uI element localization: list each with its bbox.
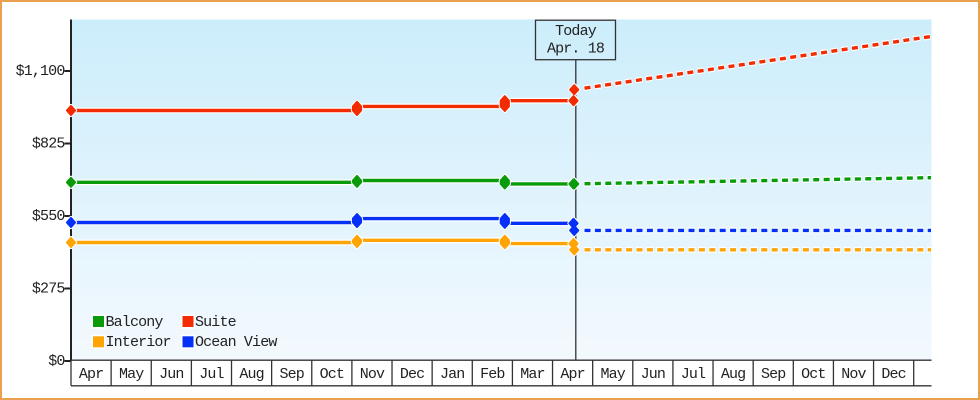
svg-text:Sep: Sep [761,366,785,383]
svg-text:Feb: Feb [480,366,504,383]
svg-text:Apr: Apr [560,366,584,383]
svg-text:Oct: Oct [801,366,825,383]
svg-text:Dec: Dec [400,366,424,383]
svg-text:Apr. 18: Apr. 18 [547,41,605,58]
svg-text:$550: $550 [32,208,65,225]
svg-text:Nov: Nov [360,366,385,383]
svg-text:May: May [600,366,625,383]
svg-text:Nov: Nov [841,366,866,383]
svg-text:Oct: Oct [320,366,344,383]
svg-text:$825: $825 [32,136,65,153]
svg-text:Apr: Apr [79,366,103,383]
svg-text:Jul: Jul [199,366,224,383]
svg-text:Interior: Interior [106,334,171,351]
svg-text:Ocean View: Ocean View [195,334,277,351]
svg-text:$275: $275 [32,281,65,298]
svg-text:Jun: Jun [641,366,665,383]
svg-text:Balcony: Balcony [106,314,164,331]
svg-text:Jan: Jan [440,366,464,383]
svg-text:May: May [119,366,144,383]
svg-text:Jul: Jul [681,366,706,383]
svg-text:Suite: Suite [195,314,237,331]
svg-text:Dec: Dec [881,366,905,383]
svg-text:Aug: Aug [721,366,745,383]
svg-text:$0: $0 [48,353,65,370]
svg-text:Today: Today [555,23,597,40]
svg-text:Mar: Mar [520,366,544,383]
svg-text:Aug: Aug [239,366,263,383]
svg-text:Jun: Jun [159,366,183,383]
svg-text:Sep: Sep [279,366,303,383]
svg-text:$1,100: $1,100 [16,63,66,80]
